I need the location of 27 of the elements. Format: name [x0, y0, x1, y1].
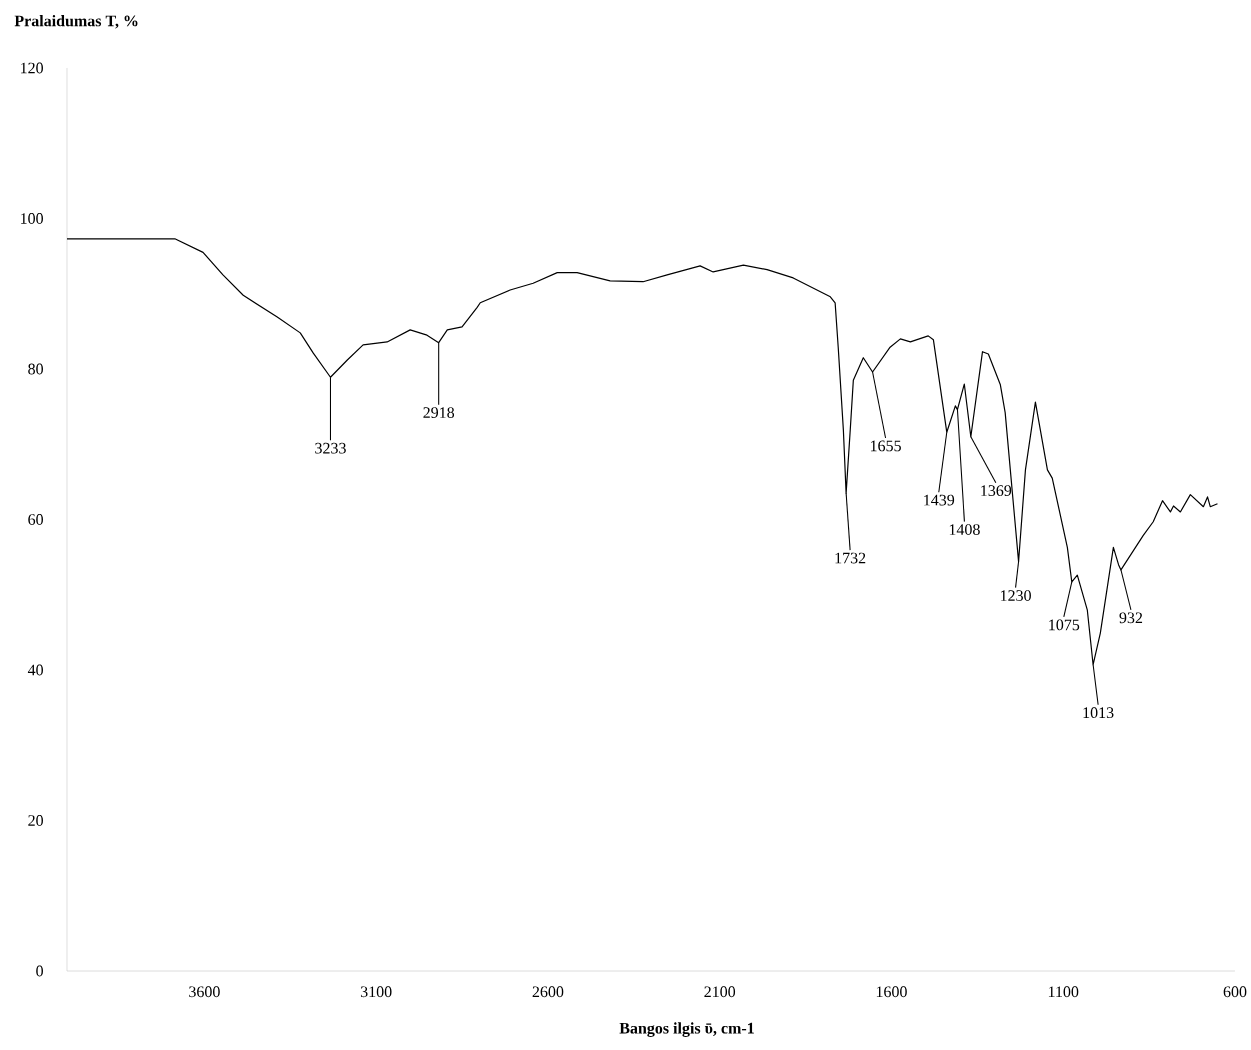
x-tick-label: 2100	[704, 986, 736, 998]
x-axis-title: Bangos ilgis ῡ, cm-1	[619, 1022, 754, 1037]
annotation: 932	[1119, 612, 1143, 624]
y-tick-label: 120	[21, 62, 43, 74]
annotation: 1075	[1049, 619, 1080, 631]
annotation: 1013	[1083, 707, 1114, 719]
annotation: 1655	[870, 440, 901, 452]
x-tick-label: 1100	[1048, 986, 1079, 998]
y-tick-label: 0	[36, 965, 43, 977]
y-tick-label: 100	[21, 213, 43, 224]
x-tick-label: 1600	[876, 986, 907, 998]
x-tick-label: 2600	[532, 986, 564, 998]
x-tick-label: 3600	[189, 986, 220, 998]
y-tick-label: 40	[27, 664, 43, 676]
annotation: 1439	[924, 494, 955, 506]
annotation: 3233	[315, 442, 346, 454]
x-tick-label: 3100	[360, 986, 392, 998]
y-tick-label: 80	[28, 363, 43, 375]
annotation: 1732	[835, 552, 866, 564]
y-tick-label: 60	[28, 514, 43, 525]
y-tick-label: 20	[28, 815, 43, 826]
annotation: 1369	[981, 485, 1012, 496]
annotation: 2918	[423, 407, 455, 418]
annotation: 1408	[949, 524, 980, 535]
y-axis-title: Pralaidumas T, %	[14, 15, 138, 29]
x-tick-label: 600	[1223, 986, 1247, 998]
annotation: 1230	[1000, 590, 1031, 601]
